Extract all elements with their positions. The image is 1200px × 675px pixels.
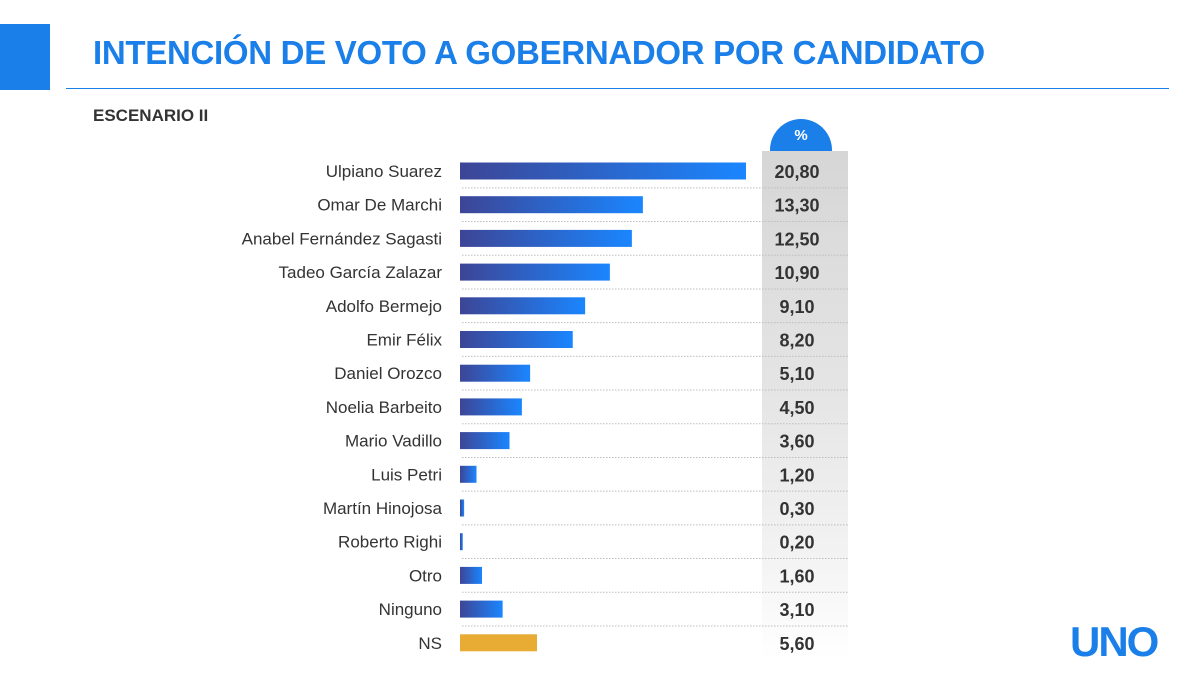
bar: [460, 634, 537, 652]
category-label: Otro: [409, 566, 442, 585]
category-label: Mario Vadillo: [345, 432, 442, 451]
value-label: 20,80: [774, 162, 819, 182]
bar: [460, 499, 465, 517]
bar: [460, 465, 477, 483]
value-label: 0,30: [779, 499, 814, 519]
uno-logo: UNO: [1070, 618, 1159, 665]
value-label: 4,50: [779, 398, 814, 418]
category-label: Tadeo García Zalazar: [279, 263, 443, 282]
category-label: Daniel Orozco: [334, 364, 442, 383]
bar: [460, 196, 643, 214]
category-label: Luis Petri: [371, 465, 442, 484]
category-label: Omar De Marchi: [317, 196, 442, 215]
value-label: 3,60: [779, 432, 814, 452]
value-label: 12,50: [774, 229, 819, 249]
bar: [460, 162, 746, 180]
value-label: 9,10: [779, 297, 814, 317]
title-accent-block: [0, 24, 50, 90]
value-label: 8,20: [779, 331, 814, 351]
bar: [460, 263, 610, 281]
bar: [460, 229, 632, 247]
category-label: Anabel Fernández Sagasti: [242, 229, 442, 248]
category-label: Martín Hinojosa: [323, 499, 443, 518]
value-label: 0,20: [779, 533, 814, 553]
category-label: Ulpiano Suarez: [326, 162, 442, 181]
category-label: Emir Félix: [366, 331, 442, 350]
category-label: Roberto Righi: [338, 533, 442, 552]
category-label: NS: [418, 634, 442, 653]
value-label: 13,30: [774, 196, 819, 216]
value-label: 1,20: [779, 465, 814, 485]
value-label: 5,60: [779, 634, 814, 654]
bar: [460, 331, 573, 348]
value-column-background: [762, 151, 848, 659]
bar: [460, 432, 510, 450]
title-divider: [66, 88, 1169, 89]
bar: [460, 600, 503, 618]
value-label: 1,60: [779, 566, 814, 586]
scenario-subtitle: ESCENARIO II: [93, 106, 209, 125]
bar: [460, 297, 586, 315]
value-label: 3,10: [779, 600, 814, 620]
category-label: Ninguno: [379, 600, 442, 619]
bar: [460, 398, 522, 416]
category-label: Noelia Barbeito: [326, 398, 442, 417]
bar: [460, 533, 463, 551]
value-label: 10,90: [774, 263, 819, 283]
value-label: 5,10: [779, 364, 814, 384]
category-label: Adolfo Bermejo: [326, 297, 442, 316]
bar: [460, 566, 482, 584]
bar: [460, 364, 531, 382]
chart-title: INTENCIÓN DE VOTO A GOBERNADOR POR CANDI…: [93, 34, 985, 71]
